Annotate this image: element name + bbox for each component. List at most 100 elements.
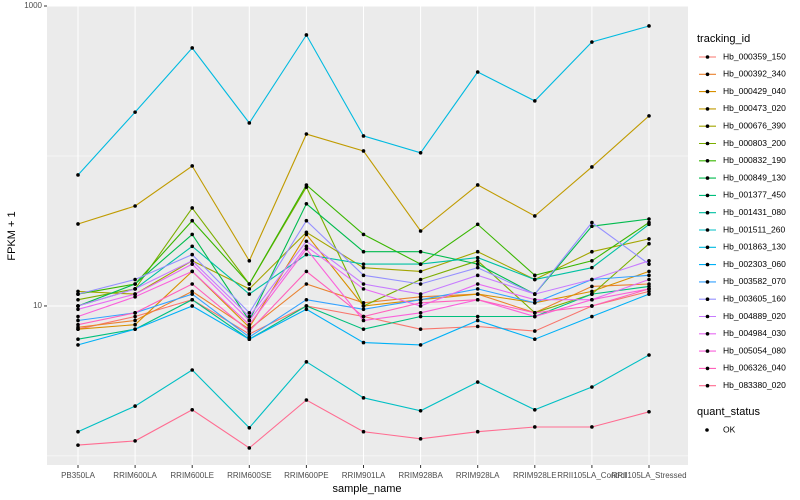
data-point: [133, 322, 137, 327]
data-point: [361, 149, 366, 153]
data-point: [475, 70, 480, 74]
legend-label: Hb_003605_160: [723, 293, 786, 303]
data-point: [533, 292, 537, 296]
data-point: [418, 262, 423, 266]
data-point: [475, 287, 480, 291]
data-point: [533, 214, 537, 218]
legend-key-point: [705, 366, 710, 371]
data-point: [418, 437, 423, 441]
legend-key-point: [705, 332, 710, 336]
data-point: [533, 297, 537, 302]
data-point: [418, 327, 423, 331]
data-point: [418, 282, 423, 286]
legend-key-point: [705, 280, 710, 284]
legend-label: Hb_000473_020: [723, 103, 786, 113]
data-point: [475, 318, 480, 323]
data-point: [647, 237, 651, 241]
data-point: [190, 46, 194, 50]
data-point: [533, 329, 537, 333]
data-point: [590, 165, 594, 169]
data-point: [133, 277, 137, 282]
data-point: [418, 343, 423, 347]
data-point: [533, 314, 537, 319]
data-point: [361, 318, 366, 323]
data-point: [190, 244, 194, 249]
legend-key-point: [705, 193, 710, 198]
data-point: [590, 289, 594, 294]
data-point: [247, 259, 252, 263]
data-point: [590, 314, 594, 319]
data-point: [475, 262, 480, 266]
data-point: [304, 269, 309, 274]
data-point: [190, 408, 194, 412]
legend-label: Hb_000429_040: [723, 86, 786, 96]
legend-key-point: [705, 141, 710, 146]
data-point: [361, 396, 366, 400]
data-point: [190, 269, 194, 274]
data-point: [418, 311, 423, 315]
data-point: [418, 277, 423, 282]
data-point: [475, 292, 480, 296]
data-point: [304, 360, 309, 364]
data-point: [76, 322, 80, 327]
data-point: [533, 300, 537, 305]
data-point: [361, 273, 366, 278]
data-point: [76, 327, 80, 331]
x-tick-label: RRIM928LA: [456, 471, 500, 480]
legend-label: Hb_001377_450: [723, 190, 786, 200]
x-tick-label: RRII105LA_Stressed: [611, 471, 686, 480]
data-point: [590, 297, 594, 302]
data-point: [247, 426, 252, 430]
data-point: [133, 287, 137, 291]
data-point: [190, 206, 194, 210]
legend-key-point: [705, 314, 710, 319]
data-point: [475, 259, 480, 263]
data-point: [76, 292, 80, 296]
data-point: [418, 150, 423, 155]
data-point: [247, 322, 252, 327]
legend-key-point: [705, 383, 710, 388]
x-tick-label: PB350LA: [61, 471, 95, 480]
data-point: [590, 220, 594, 225]
data-point: [647, 241, 651, 246]
data-point: [190, 304, 194, 308]
legend-key-point: [705, 297, 710, 302]
data-point: [76, 318, 80, 323]
legend-label: Hb_001863_130: [723, 242, 786, 252]
data-point: [647, 287, 651, 291]
legend-key-point: [705, 159, 710, 163]
data-point: [247, 311, 252, 315]
legend-label: Hb_004889_020: [723, 311, 786, 321]
data-point: [533, 408, 537, 412]
data-point: [647, 222, 651, 227]
data-point: [361, 282, 366, 286]
data-point: [304, 33, 309, 37]
data-point: [190, 297, 194, 302]
data-point: [133, 404, 137, 408]
legend-key-point: [705, 72, 710, 77]
data-point: [590, 265, 594, 270]
data-point: [590, 259, 594, 263]
data-point: [304, 307, 309, 312]
data-point: [304, 247, 309, 251]
data-point: [133, 318, 137, 323]
x-tick-label: RRIM928BA: [398, 471, 443, 480]
data-point: [647, 217, 651, 221]
legend-key-point: [705, 55, 710, 59]
data-point: [304, 230, 309, 235]
data-point: [361, 314, 366, 319]
data-point: [247, 325, 252, 330]
data-point: [190, 292, 194, 296]
data-point: [304, 304, 309, 308]
data-point: [361, 429, 366, 434]
legend-label: Hb_004984_030: [723, 328, 786, 338]
data-point: [190, 252, 194, 257]
legend-label: Hb_006326_040: [723, 363, 786, 373]
data-point: [304, 239, 309, 244]
data-point: [533, 337, 537, 342]
data-point: [418, 314, 423, 319]
data-point: [475, 255, 480, 260]
data-point: [475, 297, 480, 302]
data-point: [76, 297, 80, 302]
